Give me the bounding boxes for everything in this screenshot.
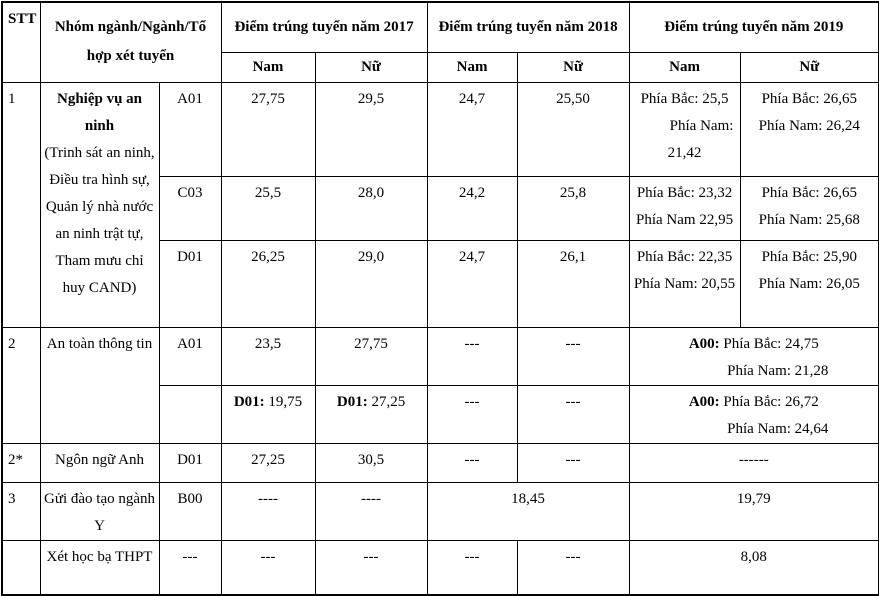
- row2-sub2-2018-nu-cell: ---: [516, 384, 630, 444]
- row1-a01-2017-nu-cell: 29,5: [314, 81, 428, 177]
- row2-sub2-2017-nam-cell: D01: 19,75: [220, 384, 316, 444]
- row1-c03-2017-nu-cell: 28,0: [314, 175, 428, 241]
- row1-c03-2018-nu-cell: 25,8: [516, 175, 630, 241]
- row4-2019-cell: 8,08: [628, 539, 879, 596]
- row2-sub1-2017-nu-cell: 27,75: [314, 326, 428, 386]
- nam-2019-header-cell: Nam: [628, 51, 741, 83]
- row1-d01-2018-nu-cell: 26,1: [516, 239, 630, 328]
- row1-name-cell: Nghiệp vụ an ninh (Trinh sát an ninh, Đi…: [39, 81, 160, 328]
- nam-2017-header-cell: Nam: [220, 51, 316, 83]
- row2b-2018-nu-cell: ---: [516, 442, 630, 483]
- row1-c03-2019-nam-cell: Phía Bắc: 23,32 Phía Nam 22,95: [628, 175, 741, 241]
- row4-2018-nam-cell: ---: [426, 539, 518, 596]
- row2b-name-cell: Ngôn ngữ Anh: [39, 442, 160, 483]
- nu-2017-header-cell: Nữ: [314, 51, 428, 83]
- code-prefix: A00:: [688, 335, 720, 352]
- row1-name-main: Nghiệp vụ an ninh: [56, 90, 143, 134]
- row1-a01-2019-nam-cell: Phía Bắc: 25,5 Phía Nam: 21,42: [628, 81, 741, 177]
- row1-a01-2019-nu-cell: Phía Bắc: 26,65 Phía Nam: 26,24: [739, 81, 879, 177]
- table-row: 2* Ngôn ngữ Anh D01 27,25 30,5 --- --- -…: [1, 442, 879, 483]
- row1-d01-2017-nam-cell: 26,25: [220, 239, 316, 328]
- stt-header-cell: STT: [1, 1, 41, 83]
- row2b-stt-cell: 2*: [1, 442, 41, 483]
- row1-a01-2018-nam-cell: 24,7: [426, 81, 518, 177]
- row1-name-sub: (Trinh sát an ninh, Điều tra hình sự, Qu…: [44, 144, 155, 296]
- row2-stt-cell: 2: [1, 326, 41, 444]
- row3-stt-cell: 3: [1, 481, 41, 541]
- code-prefix: A00:: [688, 393, 720, 410]
- row1-a01-2018-nu-cell: 25,50: [516, 81, 630, 177]
- row4-2017-nu-cell: ---: [314, 539, 428, 596]
- year-2019-header-cell: Điểm trúng tuyển năm 2019: [628, 1, 879, 53]
- row4-name-cell: Xét học bạ THPT: [39, 539, 160, 596]
- table-row: 2 An toàn thông tin A01 23,5 27,75 --- -…: [1, 326, 879, 444]
- row2b-2019-cell: ------: [628, 442, 879, 483]
- row4-code-cell: ---: [158, 539, 222, 596]
- row1-d01-2018-nam-cell: 24,7: [426, 239, 518, 328]
- row2b-2018-nam-cell: ---: [426, 442, 518, 483]
- row3-2017-nu-cell: ----: [314, 481, 428, 541]
- row2b-2017-nam-cell: 27,25: [220, 442, 316, 483]
- row1-d01-2019-nam-cell: Phía Bắc: 22,35 Phía Nam: 20,55: [628, 239, 741, 328]
- row2-sub1-2019-cell: A00: Phía Bắc: 24,75 Phía Nam: 21,28: [628, 326, 879, 386]
- row1-d01-2017-nu-cell: 29,0: [314, 239, 428, 328]
- row1-c03-2018-nam-cell: 24,2: [426, 175, 518, 241]
- row2b-code-cell: D01: [158, 442, 222, 483]
- row2-sub1-code-cell: A01: [158, 326, 222, 386]
- row3-name-cell: Gửi đào tạo ngành Y: [39, 481, 160, 541]
- nu-2018-header-cell: Nữ: [516, 51, 630, 83]
- row3-2019-cell: 19,79: [628, 481, 879, 541]
- row2-sub2-2018-nam-cell: ---: [426, 384, 518, 444]
- row3-2018-cell: 18,45: [426, 481, 630, 541]
- row2-name-cell: An toàn thông tin: [39, 326, 160, 444]
- row1-a01-2017-nam-cell: 27,75: [220, 81, 316, 177]
- row4-stt-cell: [1, 539, 41, 596]
- row1-d01-2019-nu-cell: Phía Bắc: 25,90 Phía Nam: 26,05: [739, 239, 879, 328]
- row2-sub2-2017-nu-cell: D01: 27,25: [314, 384, 428, 444]
- nu-2019-header-cell: Nữ: [739, 51, 879, 83]
- table-row: 1 Nghiệp vụ an ninh (Trinh sát an ninh, …: [1, 81, 879, 328]
- row3-2017-nam-cell: ----: [220, 481, 316, 541]
- row2-sub1-2018-nam-cell: ---: [426, 326, 518, 386]
- nam-2018-header-cell: Nam: [426, 51, 518, 83]
- year-2018-header-cell: Điểm trúng tuyển năm 2018: [426, 1, 630, 53]
- row1-d01-code-cell: D01: [158, 239, 222, 328]
- row2-sub1-2018-nu-cell: ---: [516, 326, 630, 386]
- row2-sub1-2017-nam-cell: 23,5: [220, 326, 316, 386]
- row3-code-cell: B00: [158, 481, 222, 541]
- code-prefix: D01:: [336, 393, 368, 410]
- row2-sub2-2019-cell: A00: Phía Bắc: 26,72 Phía Nam: 24,64: [628, 384, 879, 444]
- year-2017-header-cell: Điểm trúng tuyển năm 2017: [220, 1, 428, 53]
- table-row: 3 Gửi đào tạo ngành Y B00 ---- ---- 18,4…: [1, 481, 879, 541]
- table-row: Xét học bạ THPT --- --- --- --- --- 8,08: [1, 539, 879, 596]
- group-header-cell: Nhóm ngành/Ngành/Tổ hợp xét tuyển: [39, 1, 222, 83]
- code-prefix: D01:: [233, 393, 265, 410]
- row4-2017-nam-cell: ---: [220, 539, 316, 596]
- row1-stt-cell: 1: [1, 81, 41, 328]
- row1-c03-2017-nam-cell: 25,5: [220, 175, 316, 241]
- row1-a01-code-cell: A01: [158, 81, 222, 177]
- row2-sub2-code-cell: [158, 384, 222, 444]
- row4-2018-nu-cell: ---: [516, 539, 630, 596]
- row1-c03-2019-nu-cell: Phía Bắc: 26,65 Phía Nam: 25,68: [739, 175, 879, 241]
- header-row-1: STT Nhóm ngành/Ngành/Tổ hợp xét tuyển Đi…: [1, 1, 879, 83]
- row2b-2017-nu-cell: 30,5: [314, 442, 428, 483]
- row1-c03-code-cell: C03: [158, 175, 222, 241]
- table-row: D01: 19,75 D01: 27,25 --- --- A00: Phía …: [2, 384, 879, 444]
- header-row-2: Nam Nữ Nam Nữ Nam Nữ: [2, 51, 879, 83]
